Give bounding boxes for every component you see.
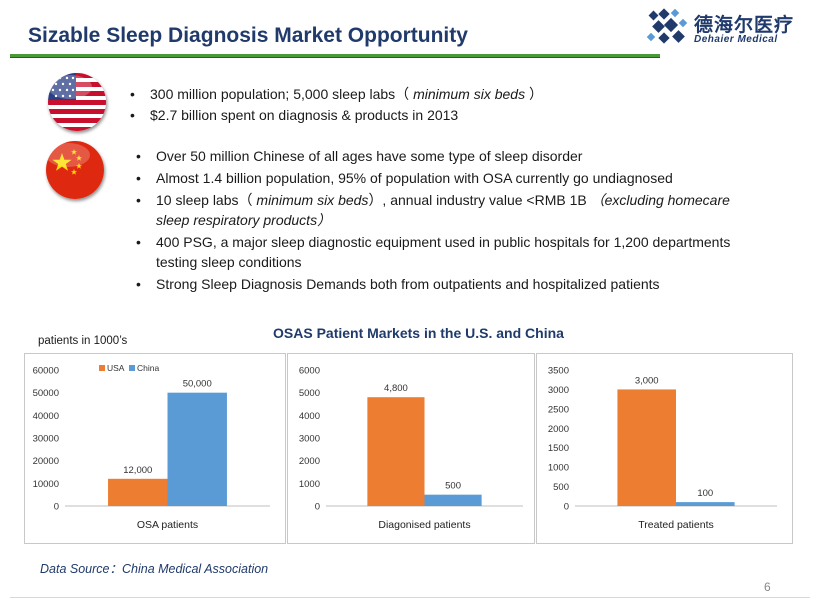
usa-bullet-population: 300 million population; 5,000 sleep labs… <box>128 84 543 104</box>
logo-english-name: Dehaier Medical <box>694 34 778 45</box>
data-label: 100 <box>697 488 713 499</box>
chart-treated-patients-svg: 0 500 1000 1500 2000 2500 3000 3500 3,000 100 Trea… <box>548 366 777 531</box>
data-label: 12,000 <box>123 465 152 476</box>
title-rule-shadow <box>10 57 660 58</box>
china-bullet-disorder: Over 50 million Chinese of all ages have… <box>134 146 734 166</box>
bar-china <box>676 502 735 506</box>
chart-diagnosed-patients: 0 1000 2000 3000 4000 5000 6000 4,800 500 Diagoni… <box>287 353 535 544</box>
y-tick-label: 6000 <box>299 366 320 377</box>
legend-label-usa: USA <box>107 363 125 373</box>
y-tick-label: 1000 <box>548 463 569 474</box>
y-tick-label: 40000 <box>33 411 59 422</box>
y-tick-label: 0 <box>315 502 320 513</box>
y-tick-label: 500 <box>553 482 569 493</box>
bar-china <box>424 494 482 506</box>
category-label: OSA patients <box>137 519 198 531</box>
logo-mark-icon <box>646 8 688 44</box>
y-tick-label: 50000 <box>33 388 59 399</box>
data-label: 500 <box>445 481 461 492</box>
category-label: Diagonised patients <box>378 519 470 531</box>
charts-heading: OSAS Patient Markets in the U.S. and Chi… <box>273 325 564 341</box>
company-logo: 德海尔医疗 Dehaier Medical <box>646 6 806 50</box>
data-label: 4,800 <box>384 383 408 394</box>
chart-diagnosed-patients-svg: 0 1000 2000 3000 4000 5000 6000 4,800 500 Diagoni… <box>299 366 523 531</box>
legend-swatch-china <box>129 365 135 371</box>
y-tick-label: 2000 <box>299 456 320 467</box>
data-label: 3,000 <box>635 375 659 386</box>
y-tick-label: 2000 <box>548 424 569 435</box>
y-tick-label: 0 <box>564 502 569 513</box>
bar-usa <box>617 389 676 506</box>
china-bullet-psg: 400 PSG, a major sleep diagnostic equipm… <box>134 232 734 272</box>
y-tick-label: 60000 <box>33 366 59 377</box>
unit-label: patients in 1000’s <box>38 335 128 347</box>
page-title: Sizable Sleep Diagnosis Market Opportuni… <box>28 24 468 47</box>
usa-flag-icon <box>48 73 106 131</box>
y-tick-label: 3000 <box>548 385 569 396</box>
china-flag-icon <box>46 141 104 199</box>
y-tick-label: 3500 <box>548 366 569 377</box>
y-tick-label: 0 <box>54 502 59 513</box>
y-tick-label: 1000 <box>299 479 320 490</box>
data-label: 50,000 <box>183 379 212 390</box>
bar-usa <box>108 478 168 506</box>
y-tick-label: 4000 <box>299 411 320 422</box>
title-rule <box>10 54 660 57</box>
bottom-rule <box>10 597 810 598</box>
legend-label-china: China <box>137 363 159 373</box>
legend-swatch-usa <box>99 365 105 371</box>
chart-treated-patients: 0 500 1000 1500 2000 2500 3000 3500 3,000 100 Trea… <box>536 353 793 544</box>
usa-bullet-spending: $2.7 billion spent on diagnosis & produc… <box>128 105 543 125</box>
logo-chinese-name: 德海尔医疗 <box>694 15 795 36</box>
bar-usa <box>367 397 425 506</box>
bar-china <box>167 392 227 506</box>
china-bullet-list: Over 50 million Chinese of all ages have… <box>134 146 734 296</box>
category-label: Treated patients <box>638 519 714 531</box>
china-bullet-sleep-labs-tail: ）, annual industry value <RMB 1B （exclud… <box>156 192 730 228</box>
china-bullet-demand: Strong Sleep Diagnosis Demands both from… <box>134 274 734 294</box>
usa-bullet-list: 300 million population; 5,000 sleep labs… <box>128 84 543 126</box>
y-tick-label: 30000 <box>33 434 59 445</box>
y-tick-label: 2500 <box>548 404 569 415</box>
chart-osa-patients-svg: 0 10000 20000 30000 40000 50000 60000 12,000 50,… <box>33 363 270 531</box>
page-number: 6 <box>764 580 771 594</box>
y-tick-label: 10000 <box>33 479 59 490</box>
china-bullet-population: Almost 1.4 billion population, 95% of po… <box>134 168 734 188</box>
y-tick-label: 1500 <box>548 443 569 454</box>
china-bullet-sleep-labs: 10 sleep labs（ minimum six beds）, annual… <box>134 190 734 230</box>
data-source-note: Data Source：China Medical Association <box>40 562 269 576</box>
chart-osa-patients: 0 10000 20000 30000 40000 50000 60000 12,000 50,… <box>24 353 286 544</box>
y-tick-label: 20000 <box>33 456 59 467</box>
y-tick-label: 5000 <box>299 388 320 399</box>
y-tick-label: 3000 <box>299 434 320 445</box>
